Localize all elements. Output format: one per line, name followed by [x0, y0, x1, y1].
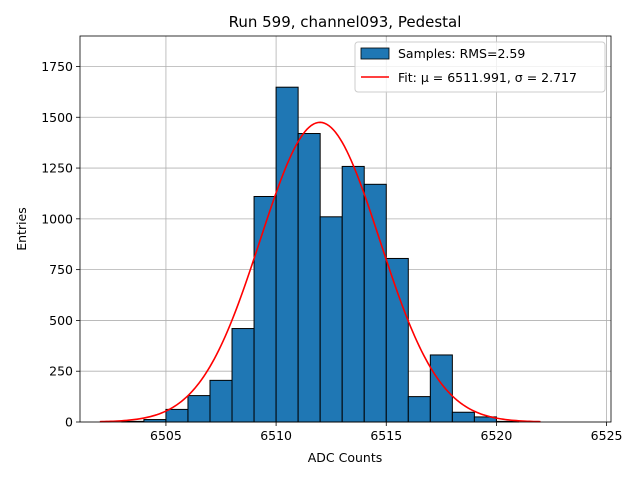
histogram-bar	[231, 328, 255, 423]
histogram-bar	[429, 354, 453, 423]
legend-histogram-label: Samples: RMS=2.59	[398, 46, 525, 61]
y-tick-label: 1250	[41, 161, 73, 176]
legend-box	[354, 41, 606, 93]
y-tick-label: 500	[49, 313, 73, 328]
x-tick-label: 6515	[370, 428, 402, 443]
y-tick-label: 250	[49, 364, 73, 379]
y-tick-label: 0	[65, 415, 73, 430]
plot-frame	[79, 35, 612, 423]
histogram-bar	[385, 257, 409, 423]
x-tick-label: 6525	[591, 428, 623, 443]
chart-title: Run 599, channel093, Pedestal	[229, 13, 462, 31]
x-tick-label: 6510	[260, 428, 292, 443]
histogram-bar	[341, 165, 365, 423]
histogram-bar	[407, 396, 431, 423]
histogram-bar	[297, 133, 321, 423]
histogram-bar	[209, 379, 233, 423]
axis-ticks: 6505 6510 6515 6520 6525 0 250 500 750 1000 1250 15…	[41, 59, 622, 443]
histogram-bars	[121, 86, 519, 423]
y-tick-label: 750	[49, 262, 73, 277]
x-tick-label: 6505	[150, 428, 182, 443]
y-tick-label: 1500	[41, 110, 73, 125]
histogram-bar	[165, 408, 189, 423]
legend: Samples: RMS=2.59 Fit: μ = 6511.991, σ =…	[354, 41, 606, 93]
histogram-bar	[187, 395, 211, 423]
histogram-bar	[363, 183, 387, 423]
histogram-bar	[253, 195, 277, 423]
legend-histogram-swatch	[360, 47, 390, 60]
histogram-bar	[451, 411, 475, 423]
y-axis-label: Entries	[14, 207, 29, 251]
y-tick-label: 1000	[41, 211, 73, 226]
legend-fit-label: Fit: μ = 6511.991, σ = 2.717	[398, 70, 577, 85]
histogram-bar	[319, 216, 343, 423]
gaussian-fit-line	[99, 121, 541, 423]
y-tick-label: 1750	[41, 59, 73, 74]
x-tick-label: 6520	[481, 428, 513, 443]
histogram-bar	[275, 86, 299, 423]
x-axis-label: ADC Counts	[308, 450, 383, 465]
